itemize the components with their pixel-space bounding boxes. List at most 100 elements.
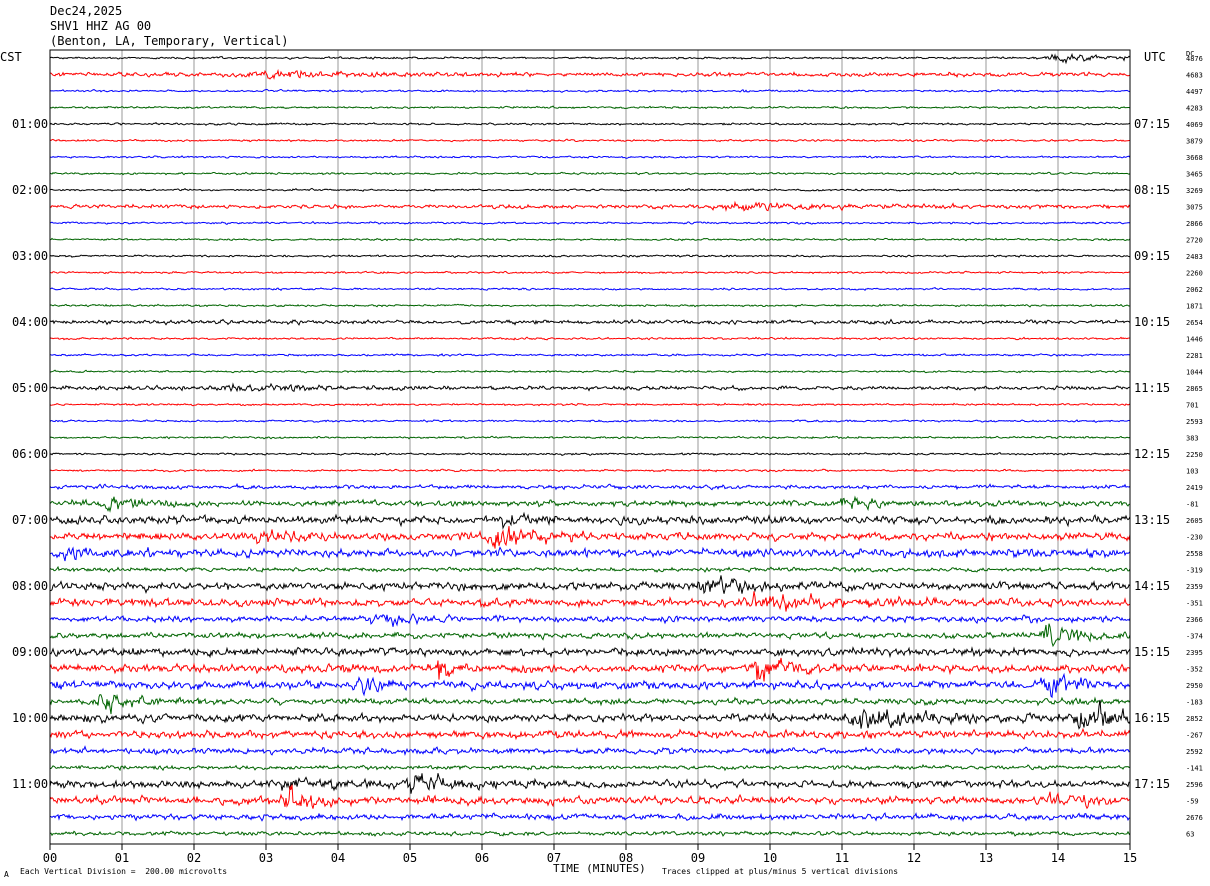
dc-offset-label: 2359 <box>1186 583 1203 591</box>
dc-offset-label: 2654 <box>1186 319 1203 327</box>
dc-offset-label: 4497 <box>1186 88 1203 96</box>
dc-offset-label: -267 <box>1186 732 1203 740</box>
x-tick-label: 14 <box>1051 851 1065 865</box>
trace-row-30 <box>49 546 1131 562</box>
dc-offset-label: 3465 <box>1186 171 1203 179</box>
trace-row-43 <box>50 763 1131 772</box>
x-tick-label: 07 <box>547 851 561 865</box>
trace-row-2 <box>49 88 1131 94</box>
dc-offset-label: 103 <box>1186 468 1199 476</box>
utc-hour-label: 12:15 <box>1134 447 1170 461</box>
dc-offset-label: 2419 <box>1186 484 1203 492</box>
dc-offset-label: -230 <box>1186 534 1203 542</box>
dc-offset-label: 3269 <box>1186 187 1203 195</box>
cst-hour-label: 09:00 <box>12 645 48 659</box>
trace-row-23 <box>49 435 1131 440</box>
dc-offset-label: 63 <box>1186 831 1194 839</box>
x-tick-label: 05 <box>403 851 417 865</box>
dc-offset-label: 3668 <box>1186 154 1203 162</box>
trace-row-47 <box>49 830 1131 837</box>
dc-offset-label: 3075 <box>1186 204 1203 212</box>
dc-offset-label: 2865 <box>1186 385 1203 393</box>
dc-offset-label: -59 <box>1186 798 1199 806</box>
dc-offset-label: 2605 <box>1186 517 1203 525</box>
trace-row-8 <box>49 187 1131 192</box>
trace-row-9 <box>49 200 1131 212</box>
x-tick-label: 10 <box>763 851 777 865</box>
cst-hour-label: 07:00 <box>12 513 48 527</box>
dc-offset-label: 2366 <box>1186 616 1203 624</box>
dc-offset-label: 2250 <box>1186 451 1203 459</box>
dc-offset-label: -183 <box>1186 699 1203 707</box>
dc-label: DC <box>1186 50 1195 58</box>
trace-row-25 <box>49 468 1131 473</box>
trace-row-5 <box>49 138 1130 143</box>
trace-row-13 <box>50 270 1130 275</box>
trace-row-41 <box>49 727 1131 741</box>
utc-hour-label: 07:15 <box>1134 117 1170 131</box>
trace-row-29 <box>49 526 1131 549</box>
trace-row-37 <box>49 657 1131 682</box>
cst-hour-label: 10:00 <box>12 711 48 725</box>
trace-row-19 <box>49 369 1131 374</box>
utc-hour-label: 10:15 <box>1134 315 1170 329</box>
trace-row-33 <box>49 591 1131 612</box>
cst-hour-label: 02:00 <box>12 183 48 197</box>
cst-hour-label: 03:00 <box>12 249 48 263</box>
dc-offset-label: 2720 <box>1186 237 1203 245</box>
cst-label: CST <box>0 50 22 64</box>
dc-offset-label: -141 <box>1186 765 1203 773</box>
dc-offset-label: 2676 <box>1186 814 1203 822</box>
utc-hour-label: 08:15 <box>1134 183 1170 197</box>
x-tick-label: 11 <box>835 851 849 865</box>
location-label: (Benton, LA, Temporary, Vertical) <box>50 34 289 48</box>
x-tick-label: 13 <box>979 851 993 865</box>
dc-offset-label: 1446 <box>1186 336 1203 344</box>
x-tick-label: 08 <box>619 851 633 865</box>
trace-row-26 <box>49 482 1131 491</box>
x-tick-label: 03 <box>259 851 273 865</box>
dc-offset-label: 2852 <box>1186 715 1203 723</box>
trace-row-1 <box>50 68 1131 80</box>
trace-row-38 <box>49 672 1131 699</box>
minute-gridlines <box>49 50 1131 844</box>
trace-row-14 <box>49 287 1131 292</box>
date-label: Dec24,2025 <box>50 4 123 18</box>
trace-row-3 <box>49 105 1131 110</box>
dc-offset-label: 4283 <box>1186 105 1203 113</box>
trace-row-36 <box>49 646 1131 659</box>
utc-hour-label: 16:15 <box>1134 711 1170 725</box>
dc-offset-label: 2592 <box>1186 748 1203 756</box>
utc-hour-label: 11:15 <box>1134 381 1170 395</box>
trace-row-39 <box>49 693 1131 715</box>
cst-hour-label: 01:00 <box>12 117 48 131</box>
cst-hour-label: 06:00 <box>12 447 48 461</box>
x-tick-label: 00 <box>43 851 57 865</box>
trace-row-21 <box>49 402 1131 407</box>
trace-row-10 <box>49 220 1131 226</box>
trace-row-45 <box>49 784 1130 810</box>
cst-hour-label: 08:00 <box>12 579 48 593</box>
trace-row-15 <box>49 303 1131 308</box>
trace-row-31 <box>49 565 1131 573</box>
utc-label: UTC <box>1144 50 1166 64</box>
clip-note: Traces clipped at plus/minus 5 vertical … <box>662 867 899 876</box>
cst-hour-label: 05:00 <box>12 381 48 395</box>
trace-row-40 <box>49 699 1131 730</box>
trace-row-28 <box>49 511 1131 530</box>
trace-row-16 <box>49 318 1131 326</box>
plot-frame <box>49 49 1131 845</box>
dc-offset-label: 2596 <box>1186 781 1203 789</box>
trace-row-46 <box>49 812 1131 823</box>
dc-offset-label: 2866 <box>1186 220 1203 228</box>
scale-note: Each Vertical Division = 200.00 microvol… <box>20 867 228 876</box>
trace-row-24 <box>49 451 1131 457</box>
dc-offset-label: 2395 <box>1186 649 1203 657</box>
station-label: SHV1 HHZ AG 00 <box>50 19 152 33</box>
trace-row-17 <box>49 336 1131 341</box>
dc-offset-label: 2558 <box>1186 550 1203 558</box>
dc-offset-label: 383 <box>1186 435 1199 443</box>
x-tick-label: 02 <box>187 851 201 865</box>
trace-row-32 <box>49 575 1131 595</box>
